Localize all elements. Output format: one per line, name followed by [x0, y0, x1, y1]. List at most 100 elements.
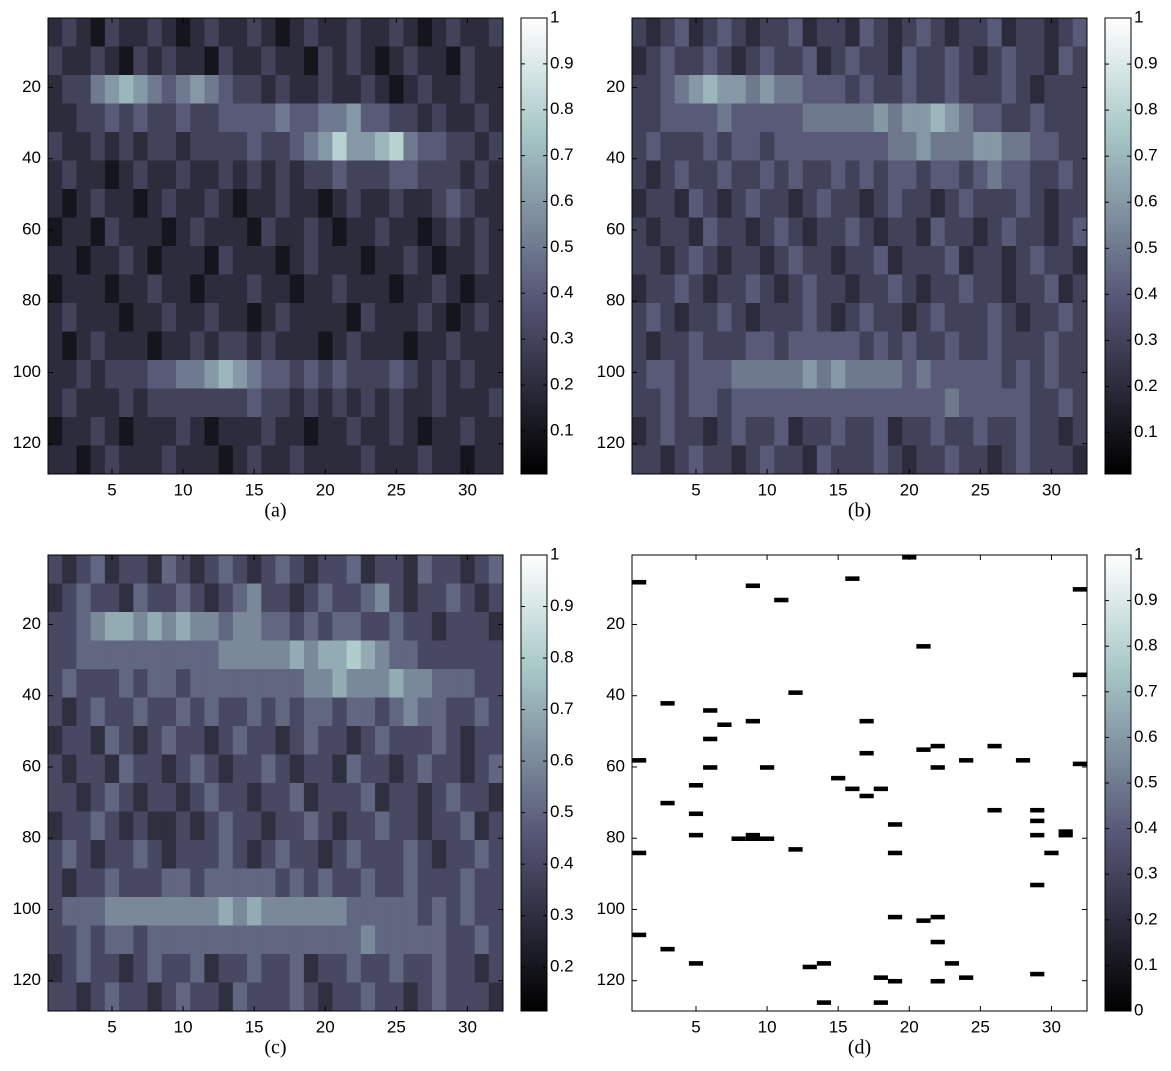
- cell: [1030, 818, 1045, 824]
- y-tick-label: 120: [13, 970, 41, 989]
- cell: [674, 274, 690, 304]
- cell: [161, 246, 177, 275]
- cell: [332, 783, 347, 812]
- cell: [403, 18, 419, 47]
- cell: [887, 360, 903, 389]
- cell: [218, 160, 234, 190]
- cell: [460, 246, 475, 275]
- cell: [816, 961, 832, 966]
- cell: [660, 132, 676, 161]
- cell: [175, 331, 191, 361]
- cell: [161, 669, 177, 698]
- cell: [431, 640, 447, 670]
- x-tick-label: 15: [245, 1017, 264, 1036]
- cell: [133, 445, 148, 475]
- cell: [161, 75, 177, 104]
- y-tick-label: 20: [22, 614, 41, 633]
- cell: [389, 783, 404, 812]
- cell: [318, 246, 333, 275]
- cell: [261, 868, 276, 898]
- cell: [289, 103, 305, 133]
- x-tick-label: 5: [107, 480, 116, 499]
- cell: [446, 360, 461, 389]
- cell: [1015, 445, 1031, 475]
- cell: [76, 274, 92, 304]
- cell: [660, 274, 676, 304]
- cell: [389, 189, 404, 218]
- cell: [147, 303, 163, 332]
- cell: [446, 697, 461, 727]
- cell: [48, 331, 63, 361]
- cell: [375, 726, 390, 755]
- cell: [175, 811, 191, 841]
- cell: [147, 217, 163, 247]
- cell: [261, 982, 276, 1012]
- cell: [289, 132, 305, 161]
- cell: [774, 132, 789, 161]
- cell: [788, 360, 804, 389]
- cell: [688, 75, 704, 104]
- cell: [474, 954, 490, 983]
- cell: [460, 445, 475, 475]
- cell: [119, 555, 134, 584]
- cell: [247, 331, 262, 361]
- cell: [1030, 246, 1045, 275]
- cell: [90, 303, 106, 332]
- cell: [175, 103, 191, 133]
- cell: [460, 417, 475, 446]
- cell: [887, 388, 903, 418]
- cell: [261, 246, 276, 275]
- cell: [332, 388, 347, 418]
- cell: [147, 640, 163, 670]
- cell: [887, 445, 903, 475]
- cell: [175, 783, 191, 812]
- cell: [488, 868, 504, 898]
- cell: [161, 388, 177, 418]
- cell: [318, 669, 333, 698]
- cell: [987, 445, 1003, 475]
- cell: [62, 160, 77, 190]
- cell: [360, 982, 376, 1012]
- x-tick-label: 10: [174, 480, 193, 499]
- cell: [1044, 217, 1059, 247]
- cell: [446, 840, 461, 869]
- cell: [318, 840, 333, 869]
- cell: [1058, 360, 1074, 389]
- cell: [745, 274, 761, 304]
- cell: [76, 982, 92, 1012]
- y-tick-label: 40: [22, 148, 41, 167]
- cell: [959, 217, 974, 247]
- cell: [275, 360, 291, 389]
- cell: [859, 160, 875, 190]
- cell: [232, 754, 248, 784]
- cell: [632, 932, 647, 938]
- cell: [232, 583, 248, 613]
- cell: [232, 868, 248, 898]
- cell: [944, 445, 960, 475]
- cell: [375, 640, 390, 670]
- cell: [717, 160, 732, 190]
- cell: [431, 897, 447, 926]
- cell: [346, 783, 362, 812]
- cell: [674, 18, 690, 47]
- cell: [959, 360, 974, 389]
- colorbar-tick-label: 0.3: [1134, 864, 1158, 883]
- cell: [731, 160, 747, 190]
- cell: [133, 160, 148, 190]
- colorbar-tick-label: 0.6: [1134, 727, 1158, 746]
- cell: [403, 954, 419, 983]
- cell: [973, 160, 988, 190]
- cell: [375, 189, 390, 218]
- cell: [688, 360, 704, 389]
- cell: [175, 274, 191, 304]
- cell: [289, 612, 305, 641]
- cell: [133, 417, 148, 446]
- cell: [147, 103, 163, 133]
- cell: [303, 417, 319, 446]
- cell: [119, 783, 134, 812]
- cell: [232, 697, 248, 727]
- cell: [275, 417, 291, 446]
- cell: [703, 388, 718, 418]
- cell: [845, 388, 860, 418]
- cell: [190, 754, 205, 784]
